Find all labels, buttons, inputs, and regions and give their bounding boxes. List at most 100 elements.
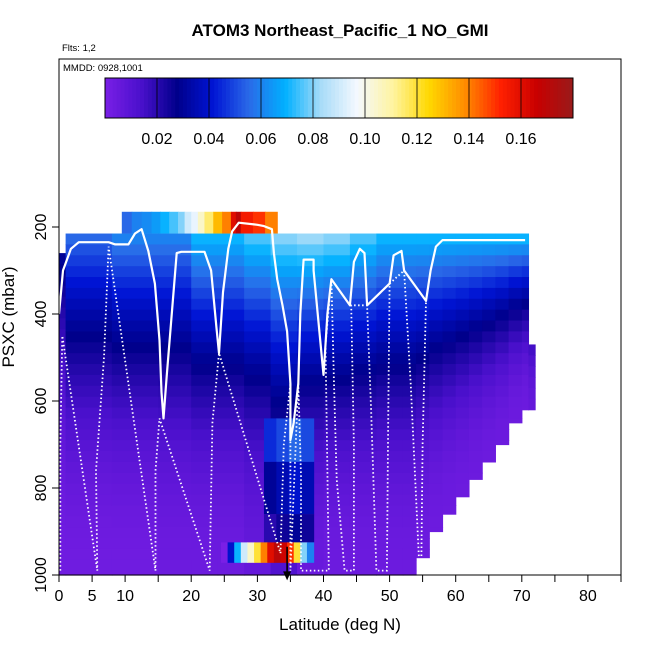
heatmap-cell [521,266,530,278]
heatmap-cell [59,470,67,483]
heatmap-cell [111,527,159,539]
heatmap-cell [402,396,417,409]
heatmap-cell [468,385,483,398]
heatmap-cell [442,331,457,343]
heatmap-feature-cell [276,514,290,543]
x-tick-label: 70 [513,588,531,605]
heatmap-cell [508,407,523,419]
heatmap-cell [429,494,444,506]
heatmap-cell [111,353,159,365]
heatmap-cell [158,385,192,398]
colorbar-segment [179,78,184,118]
heatmap-cell [349,451,377,463]
heatmap-cell [270,320,298,332]
heatmap-cell [416,255,430,267]
heatmap-cell [217,516,245,528]
heatmap-cell [191,461,219,474]
heatmap-cell [323,527,351,539]
heatmap-cell [521,233,530,245]
heatmap-cell [217,331,245,343]
heatmap-cell [376,331,404,343]
heatmap-cell [65,342,113,354]
heatmap-cell [402,277,417,289]
heatmap-cell [270,407,298,419]
heatmap-cell [508,287,523,300]
colorbar-segment [498,78,504,118]
heatmap-cell [297,320,325,332]
heatmap-cell [416,364,430,376]
heatmap-cell [244,374,272,387]
heatmap-cell [111,451,159,463]
heatmap-cell [442,374,457,387]
heatmap-cell [323,516,351,528]
heatmap-cell [482,353,496,365]
heatmap-cell [65,418,113,430]
heatmap-cell [508,353,523,365]
heatmap-cell [217,353,245,365]
heatmap-cell [158,364,192,376]
heatmap-cell [244,396,272,409]
heatmap-cell [349,266,377,278]
heatmap-cell [191,472,219,485]
heatmap-cell [508,342,523,354]
heatmap-cell [158,429,192,441]
heatmap-cell [244,342,272,354]
x-tick-label: 80 [579,588,597,605]
location-arrow [283,546,292,581]
heatmap-cell [59,329,67,341]
flight-tracks [57,221,526,572]
heatmap-cell [455,287,470,300]
heatmap-cell [429,320,444,332]
heatmap-cell [191,266,219,278]
colorbar-tick-label: 0.10 [349,131,380,148]
heatmap-cell [416,353,430,365]
heatmap-cell [59,253,67,265]
heatmap-cell [376,461,404,474]
heatmap-cell [468,396,483,409]
heatmap-cell [468,451,483,463]
heatmap-cell [442,494,457,506]
heatmap-cell [468,309,483,322]
heatmap-cell [402,418,417,430]
heatmap-cell [217,407,245,419]
colorbar [104,77,574,119]
heatmap-cell [217,559,245,572]
heatmap-cell [429,342,444,354]
heatmap-cell [65,527,113,539]
heatmap-cell [495,309,510,322]
heatmap-cell [482,309,496,322]
heatmap-cell [376,342,404,354]
heatmap-cell [158,451,192,463]
heatmap-cell [270,244,298,256]
heatmap-cell [244,233,272,245]
heatmap-cell [416,396,430,409]
arrow-head [283,571,292,581]
colorbar-segment [424,78,430,118]
x-tick-label: 40 [315,588,333,605]
heatmap-cells [59,233,536,576]
colorbar-tick-label: 0.04 [193,131,224,148]
heatmap-cell [217,266,245,278]
colorbar-segment [522,78,527,118]
heatmap-cell [297,570,325,576]
heatmap-cell [442,353,457,365]
heatmap-cell [217,277,245,289]
heatmap-cell [191,505,219,517]
heatmap-cell [244,527,272,539]
heatmap-cell [468,320,483,332]
heatmap-cell [376,559,404,572]
heatmap-cell [59,535,67,548]
heatmap-cell [429,527,444,533]
heatmap-cell [455,266,470,278]
heatmap-cell [191,570,219,576]
heatmap-cell [111,331,159,343]
heatmap-cell [455,255,470,267]
colorbar-segment [280,78,285,118]
heatmap-cell [244,298,272,311]
heatmap-cell [244,451,272,463]
heatmap-cell [65,364,113,376]
heatmap-cell [402,429,417,441]
heatmap-cell [495,396,510,409]
heatmap-cell [442,440,457,452]
heatmap-cell [65,461,113,474]
